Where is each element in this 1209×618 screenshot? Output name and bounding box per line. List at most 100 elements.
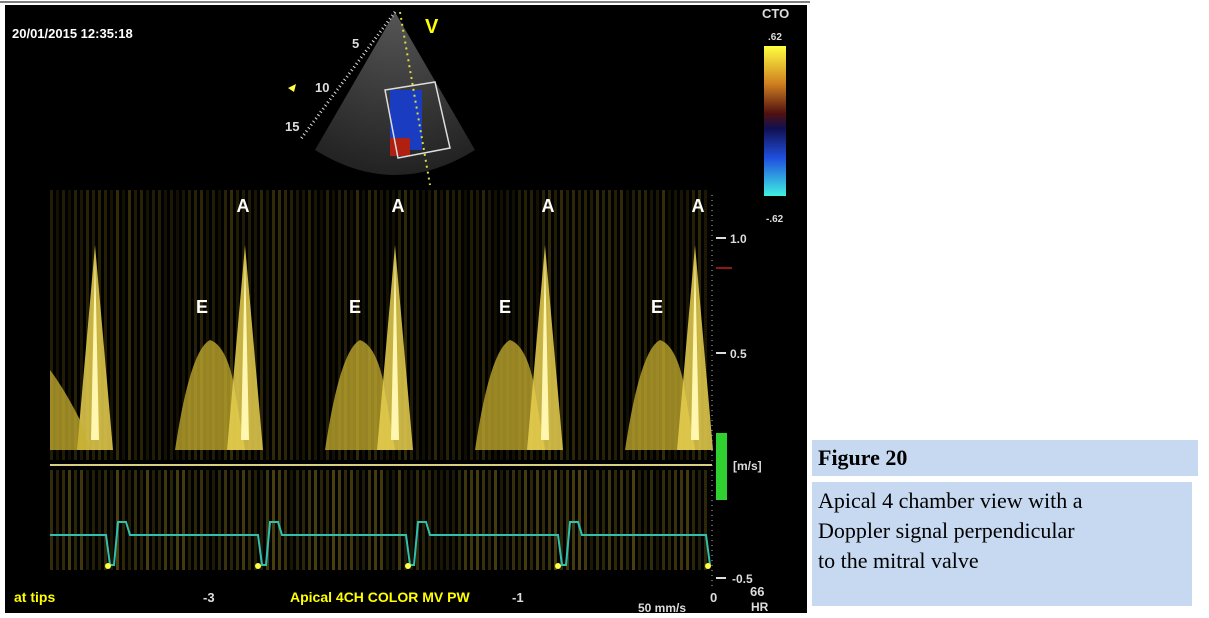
speckle <box>164 470 167 570</box>
speckle <box>614 190 617 460</box>
speckle <box>74 470 77 570</box>
speckle <box>302 470 305 570</box>
speckle <box>452 190 455 460</box>
speckle <box>272 470 275 570</box>
speckle <box>548 470 551 570</box>
speckle <box>494 470 497 570</box>
color-bar <box>764 46 786 196</box>
speckle <box>98 470 101 570</box>
figure-caption: Apical 4 chamber view with a Doppler sig… <box>812 482 1192 606</box>
heart-rate-label: HR <box>751 600 769 614</box>
speckle <box>488 470 491 570</box>
speckle <box>476 190 479 460</box>
speckle <box>464 190 467 460</box>
speckle <box>254 470 257 570</box>
speckle <box>266 190 269 460</box>
speckle <box>128 470 131 570</box>
speckle <box>476 470 479 570</box>
speckle <box>236 470 239 570</box>
speckle <box>218 470 221 570</box>
speckle <box>350 470 353 570</box>
speckle <box>404 470 407 570</box>
speckle <box>596 470 599 570</box>
speckle <box>248 470 251 570</box>
speckle <box>302 190 305 460</box>
speckle <box>632 470 635 570</box>
speckle <box>656 470 659 570</box>
figure-label: Figure 20 <box>812 440 1198 476</box>
speckle <box>92 470 95 570</box>
speckle <box>194 470 197 570</box>
speckle <box>182 470 185 570</box>
speckle <box>482 470 485 570</box>
speckle <box>434 470 437 570</box>
timestamp: 20/01/2015 12:35:18 <box>12 26 133 41</box>
speckle <box>374 470 377 570</box>
speckle <box>626 470 629 570</box>
speckle <box>56 470 59 570</box>
caption-line: to the mitral valve <box>818 546 1192 576</box>
page: 20/01/2015 12:35:18 V 5 10 15 CTO .62 -.… <box>0 0 1209 618</box>
a-peak-label: A <box>542 196 555 216</box>
speckle <box>326 190 329 460</box>
speckle <box>104 470 107 570</box>
speckle <box>572 190 575 460</box>
color-bar-min: -.62 <box>766 214 784 225</box>
speckle <box>110 470 113 570</box>
speckle <box>704 470 707 570</box>
speckle <box>368 470 371 570</box>
speckle <box>176 190 179 460</box>
r-marker <box>105 563 111 569</box>
speckle <box>554 470 557 570</box>
speckle <box>440 470 443 570</box>
speckle <box>314 470 317 570</box>
speckle <box>332 470 335 570</box>
speckle <box>596 190 599 460</box>
speckle <box>644 470 647 570</box>
speckle <box>572 470 575 570</box>
speckle <box>458 190 461 460</box>
speckle <box>128 190 131 460</box>
time-label: -1 <box>512 590 524 605</box>
speckle <box>452 470 455 570</box>
speckle <box>398 470 401 570</box>
a-peak-label: A <box>692 196 705 216</box>
speckle <box>290 190 293 460</box>
e-peak-label: E <box>499 297 511 317</box>
speckle <box>428 470 431 570</box>
speckle <box>386 470 389 570</box>
caption-line: Apical 4 chamber view with a <box>818 486 1192 516</box>
r-marker <box>405 563 411 569</box>
speckle <box>428 190 431 460</box>
speckle <box>578 470 581 570</box>
ultrasound-image: 20/01/2015 12:35:18 V 5 10 15 CTO .62 -.… <box>0 0 810 618</box>
speckle <box>422 470 425 570</box>
speckle <box>146 190 149 460</box>
velocity-label: 1.0 <box>730 232 747 246</box>
speckle <box>446 470 449 570</box>
speckle <box>140 190 143 460</box>
speckle <box>566 190 569 460</box>
speckle <box>356 470 359 570</box>
speckle <box>260 190 263 460</box>
speckle <box>296 470 299 570</box>
speckle <box>668 470 671 570</box>
footer-left: at tips <box>14 589 55 605</box>
speckle <box>290 470 293 570</box>
speckle <box>344 470 347 570</box>
speckle <box>590 190 593 460</box>
speckle <box>410 190 413 460</box>
speckle <box>470 470 473 570</box>
speckle <box>512 470 515 570</box>
depth-label: 10 <box>315 80 329 95</box>
speckle <box>578 190 581 460</box>
speckle <box>212 470 215 570</box>
speckle <box>134 470 137 570</box>
speckle <box>590 470 593 570</box>
depth-label: 5 <box>352 36 359 51</box>
a-peak-label: A <box>392 196 405 216</box>
scale-marker <box>716 433 727 500</box>
speckle <box>608 190 611 460</box>
velocity-label: 0.5 <box>730 347 747 361</box>
speckle <box>308 470 311 570</box>
